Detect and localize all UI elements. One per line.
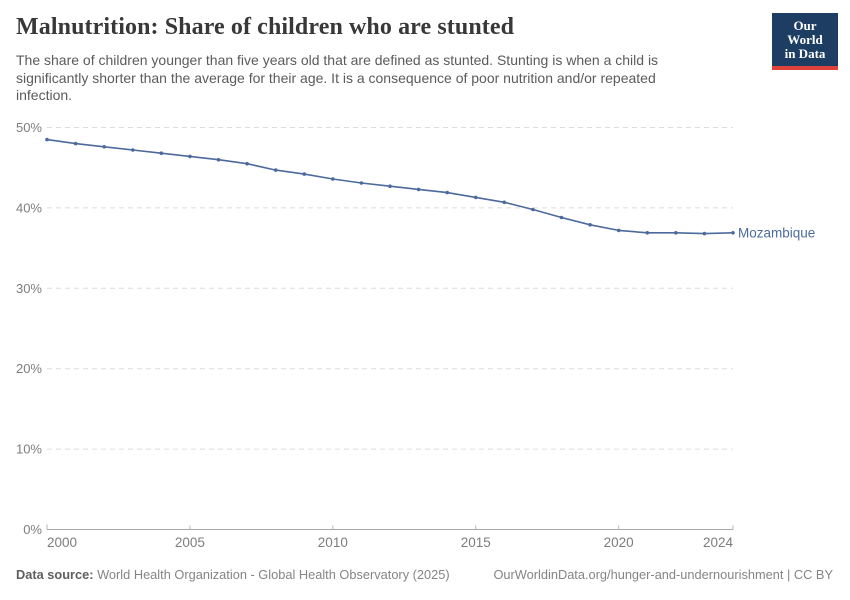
data-point[interactable] (388, 184, 392, 188)
data-point[interactable] (331, 177, 335, 181)
data-point[interactable] (531, 207, 535, 212)
data-point[interactable] (131, 148, 135, 152)
data-point[interactable] (159, 151, 164, 155)
owid-logo-line1: Our World (787, 18, 823, 47)
owid-logo-line2: in Data (784, 46, 826, 61)
x-tick-label: 2015 (461, 535, 491, 550)
data-point[interactable] (474, 195, 478, 200)
series-end-label[interactable]: Mozambique (738, 225, 815, 240)
data-source: Data source: World Health Organization -… (16, 567, 450, 582)
data-point[interactable] (273, 168, 278, 172)
y-tick-label: 20% (16, 361, 42, 376)
data-point[interactable] (245, 161, 249, 166)
chart-footer: Data source: World Health Organization -… (16, 567, 833, 582)
data-source-text: World Health Organization - Global Healt… (93, 567, 450, 582)
chart-subtitle: The share of children younger than five … (16, 52, 659, 103)
x-tick-label: 2024 (703, 535, 734, 550)
data-point[interactable] (731, 231, 735, 235)
y-tick-label: 0% (23, 522, 42, 537)
x-tick-label: 2005 (175, 535, 205, 550)
owid-logo[interactable]: Our World in Data (772, 13, 838, 70)
data-point[interactable] (302, 172, 307, 176)
data-point[interactable] (416, 187, 421, 192)
y-tick-label: 30% (16, 281, 42, 296)
y-tick-label: 40% (16, 200, 42, 215)
series-mozambique[interactable]: Mozambique (45, 137, 815, 241)
x-tick-label: 2020 (604, 535, 634, 550)
data-point[interactable] (559, 215, 564, 220)
data-point[interactable] (616, 228, 621, 233)
y-tick-label: 50% (16, 120, 42, 135)
data-point[interactable] (674, 231, 678, 235)
data-point[interactable] (216, 157, 221, 162)
data-point[interactable] (502, 200, 507, 205)
data-point[interactable] (73, 141, 78, 146)
data-point[interactable] (702, 231, 707, 236)
data-point[interactable] (588, 223, 592, 227)
x-tick-label: 2010 (318, 535, 348, 550)
line-chart[interactable]: 0% 10% 20% 30% 40% 50% 2000 2005 2010 2015 2020 202… (0, 0, 850, 560)
data-point[interactable] (45, 137, 49, 142)
data-point[interactable] (359, 181, 364, 185)
data-point[interactable] (102, 145, 106, 149)
data-point[interactable] (445, 190, 450, 195)
data-source-label: Data source: (16, 567, 94, 582)
x-tick-label: 2000 (47, 535, 77, 550)
gridlines: 0% 10% 20% 30% 40% 50% (16, 120, 733, 537)
data-point[interactable] (188, 154, 192, 159)
attribution-link[interactable]: OurWorldinData.org/hunger-and-undernouri… (493, 567, 833, 582)
page-title: Malnutrition: Share of children who are … (16, 14, 515, 40)
data-point[interactable] (645, 231, 650, 235)
x-axis: 2000 2005 2010 2015 2020 2024 (46, 524, 734, 550)
y-tick-label: 10% (16, 442, 42, 457)
